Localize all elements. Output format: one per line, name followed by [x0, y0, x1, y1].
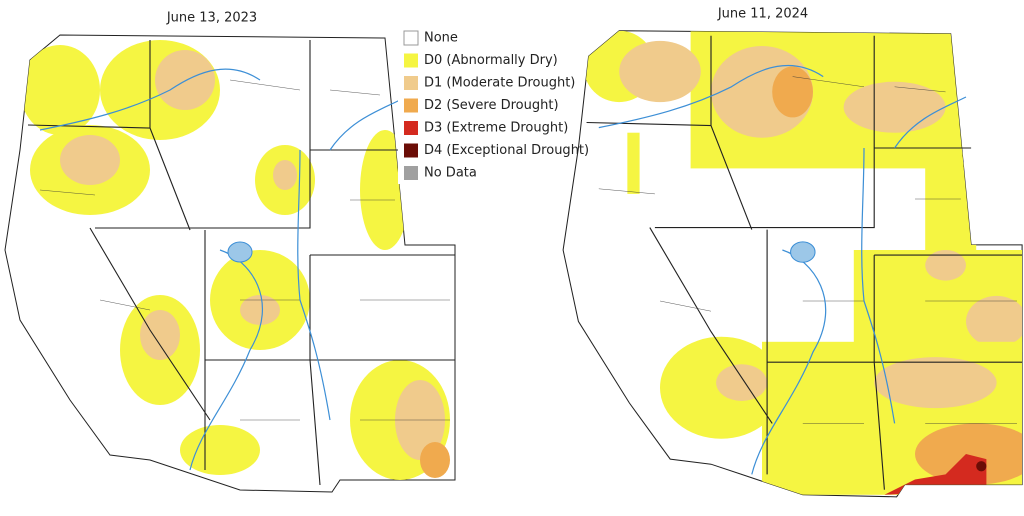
legend-swatch: [403, 30, 419, 46]
legend-label: D0 (Abnormally Dry): [424, 53, 558, 68]
drought-area: [874, 357, 997, 409]
title-bg: [160, 6, 265, 30]
rivers: [598, 64, 967, 475]
legend-swatch: [404, 121, 418, 135]
legend-bg: [398, 24, 568, 184]
map-2023: [4, 34, 456, 493]
drought-area: [619, 40, 701, 103]
drought-area: [627, 132, 640, 194]
state-borders: [586, 35, 1023, 490]
drought-area: [843, 81, 946, 133]
drought-areas: [583, 30, 1023, 495]
legend-label: D3 (Extreme Drought): [424, 121, 568, 136]
drought-area: [884, 454, 987, 495]
legend: None D0 (Abnormally Dry) D1 (Moderate Drou…: [403, 30, 589, 181]
title-bg: [708, 3, 818, 27]
drought-area: [925, 250, 966, 281]
drought-area: [716, 364, 768, 401]
rivers: [39, 68, 401, 471]
legend-swatch: [404, 53, 418, 68]
legend-label: D1 (Moderate Drought): [424, 76, 575, 91]
map-2024: [562, 30, 1023, 498]
drought-area: [180, 425, 260, 475]
drought-area: [240, 295, 280, 325]
legend-swatch: [404, 166, 418, 180]
drought-area: [965, 295, 1023, 347]
drought-area: [20, 45, 100, 135]
drought-area: [273, 160, 297, 190]
drought-area: [976, 461, 987, 472]
drought-area: [60, 135, 120, 185]
state-borders: [27, 40, 455, 486]
drought-area: [420, 442, 450, 478]
drought-area: [914, 423, 1023, 485]
map-title: June 13, 2023: [166, 11, 257, 26]
drought-area: [772, 66, 813, 118]
legend-swatch: [404, 98, 418, 113]
legend-swatch: [404, 143, 418, 158]
legend-label: D2 (Severe Drought): [424, 98, 559, 113]
drought-area: [155, 50, 215, 110]
drought-area: [140, 310, 180, 360]
legend-swatch: [404, 76, 418, 90]
legend-label: None: [424, 31, 458, 46]
map-title: June 11, 2024: [717, 7, 808, 22]
legend-label: D4 (Exceptional Drought): [424, 143, 589, 158]
legend-label: No Data: [424, 166, 477, 181]
